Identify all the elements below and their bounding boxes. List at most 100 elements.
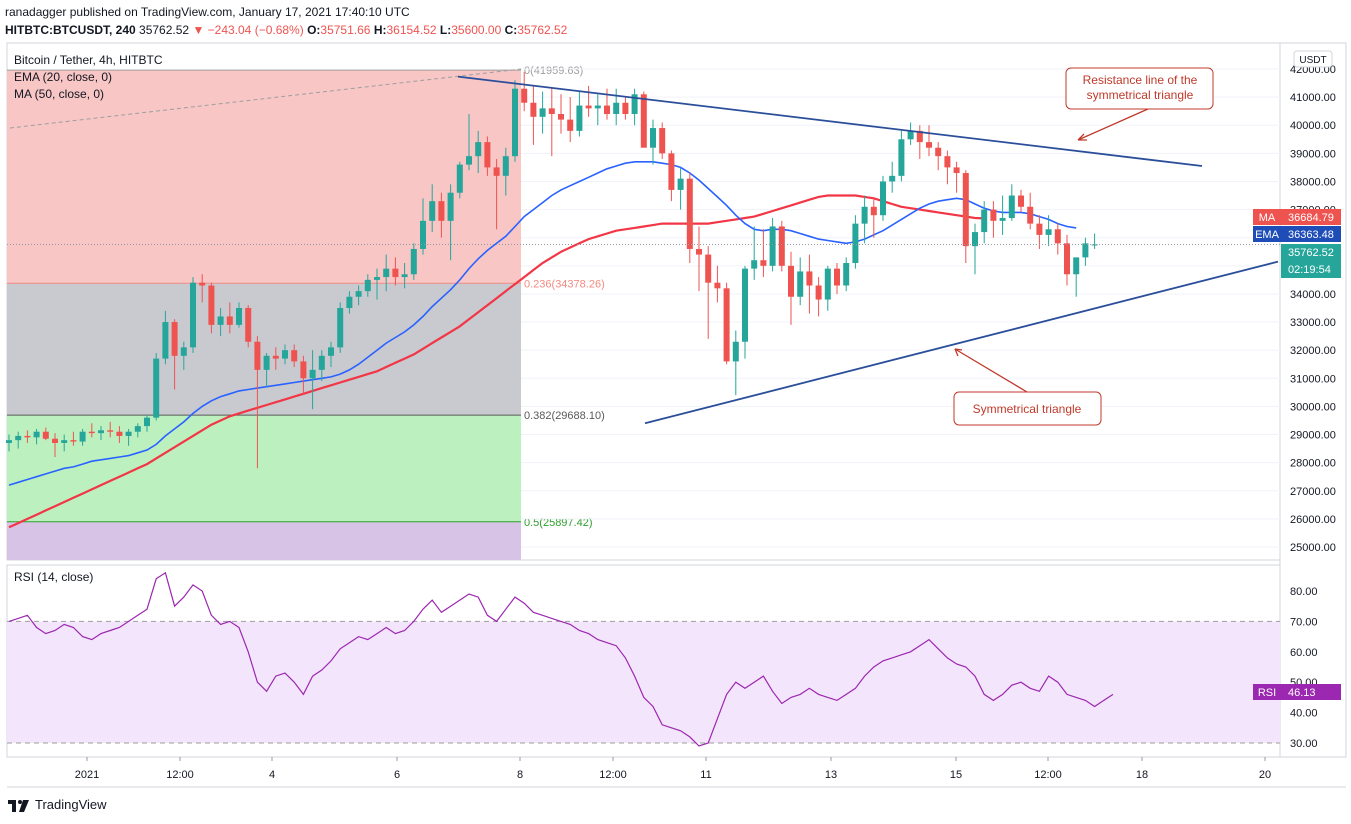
ma-indicator-label[interactable]: MA (50, close, 0) xyxy=(14,87,104,101)
candle-body xyxy=(815,285,822,300)
candle-body xyxy=(236,308,242,325)
ema-indicator-label[interactable]: EMA (20, close, 0) xyxy=(14,70,112,84)
candle-body xyxy=(420,220,426,249)
ma50-line xyxy=(8,194,985,529)
candle-body xyxy=(456,164,463,193)
candle-body xyxy=(355,291,362,297)
fib-dashed-trendline xyxy=(9,68,522,129)
candle-body xyxy=(631,94,638,114)
candle-body xyxy=(447,192,454,221)
fib-zone-0382-05 xyxy=(7,415,521,522)
publisher-line: ranadagger published on TradingView.com,… xyxy=(5,5,410,19)
candle-body xyxy=(254,341,261,370)
candle-body xyxy=(576,105,583,131)
candle-body xyxy=(309,369,316,379)
price-change: ▼ −243.04 (−0.68%) xyxy=(192,23,304,37)
candle-body xyxy=(548,108,555,114)
candle-body xyxy=(98,430,104,434)
candle-body xyxy=(171,322,178,356)
candle-body xyxy=(861,206,868,224)
candle-body xyxy=(907,130,914,140)
candle-body xyxy=(797,271,804,297)
tradingview-brand[interactable]: TradingView xyxy=(8,797,107,812)
time-tick-label: 12:00 xyxy=(1034,769,1062,781)
candle-body xyxy=(972,232,978,247)
resistance-callout-line2: symmetrical triangle xyxy=(1087,88,1194,102)
candle-body xyxy=(328,347,334,356)
candle-body xyxy=(401,274,408,278)
candle-body xyxy=(539,108,546,117)
candle-body xyxy=(926,142,932,148)
candle-body xyxy=(429,201,436,221)
candle-body xyxy=(1045,229,1052,235)
time-tick-label: 18 xyxy=(1136,769,1148,781)
candle-body xyxy=(392,268,399,278)
candle-body xyxy=(677,178,684,190)
candle-body xyxy=(567,119,574,131)
rsi-indicator-label[interactable]: RSI (14, close) xyxy=(14,570,93,584)
candle-body xyxy=(1008,195,1015,219)
time-tick-label: 13 xyxy=(825,769,837,781)
candle-body xyxy=(24,435,31,438)
candle-body xyxy=(15,435,22,441)
candle-body xyxy=(245,308,252,342)
candle-body xyxy=(723,288,730,362)
candle-body xyxy=(217,316,224,325)
candle-body xyxy=(622,102,629,114)
candle-body xyxy=(834,268,840,286)
candle-body xyxy=(714,282,721,289)
price-tick-label: 28000.00 xyxy=(1290,458,1336,470)
candle-body xyxy=(843,263,850,286)
rsi-line xyxy=(8,571,1114,747)
price-tick-label: 40000.00 xyxy=(1290,120,1336,132)
candle-body xyxy=(199,282,206,286)
rsi-band xyxy=(7,621,1280,743)
candle-body xyxy=(208,285,215,325)
candle-body xyxy=(870,206,877,216)
rsi-tick-label: 80.00 xyxy=(1290,586,1318,598)
candle-body xyxy=(364,279,371,292)
candle-body xyxy=(944,156,951,168)
candle-body xyxy=(898,139,905,176)
fib-level-label: 0(41959.63) xyxy=(524,65,583,77)
candle-body xyxy=(374,277,380,280)
close-label: C: xyxy=(504,23,518,37)
ema20-line xyxy=(8,161,1077,486)
time-tick-label: 12:00 xyxy=(599,769,627,781)
candle-body xyxy=(953,167,960,174)
high-value: 36154.52 xyxy=(386,23,437,37)
time-tick-label: 2021 xyxy=(75,769,99,781)
candle-body xyxy=(806,271,813,286)
rsi-badge-value: 46.13 xyxy=(1288,687,1316,699)
price-badge-countdown: 02:19:54 xyxy=(1288,264,1331,276)
candle-body xyxy=(383,268,390,278)
candle-body xyxy=(1064,243,1070,275)
candle-body xyxy=(263,355,270,370)
candle-body xyxy=(732,341,739,362)
time-tick-label: 6 xyxy=(394,769,400,781)
candle-body xyxy=(751,260,758,269)
candle-body xyxy=(180,347,187,356)
candle-body xyxy=(521,88,528,103)
tradingview-brand-label: TradingView xyxy=(35,797,107,812)
ema-badge-tag: EMA xyxy=(1255,229,1280,241)
candle-body xyxy=(558,113,564,120)
candle-body xyxy=(272,355,279,359)
price-tick-label: 31000.00 xyxy=(1290,373,1336,385)
triangle-callout-box xyxy=(953,391,1102,426)
candle-body xyxy=(116,431,123,436)
candle-body xyxy=(990,209,997,221)
fib-zone-below-05 xyxy=(7,521,521,560)
price-badge-value: 35762.52 xyxy=(1288,247,1334,259)
candle-body xyxy=(466,156,472,165)
rsi-tick-label: 70.00 xyxy=(1290,616,1318,628)
symbol-label[interactable]: HITBTC:BTCUSDT, 240 xyxy=(5,23,136,37)
time-tick-label: 12:00 xyxy=(166,769,194,781)
price-tick-label: 38000.00 xyxy=(1290,176,1336,188)
time-tick-label: 8 xyxy=(517,769,523,781)
chart-title: Bitcoin / Tether, 4h, HITBTC xyxy=(14,53,163,67)
price-tick-label: 27000.00 xyxy=(1290,486,1336,498)
resistance-callout-box xyxy=(1065,67,1214,110)
candle-body xyxy=(484,142,491,168)
